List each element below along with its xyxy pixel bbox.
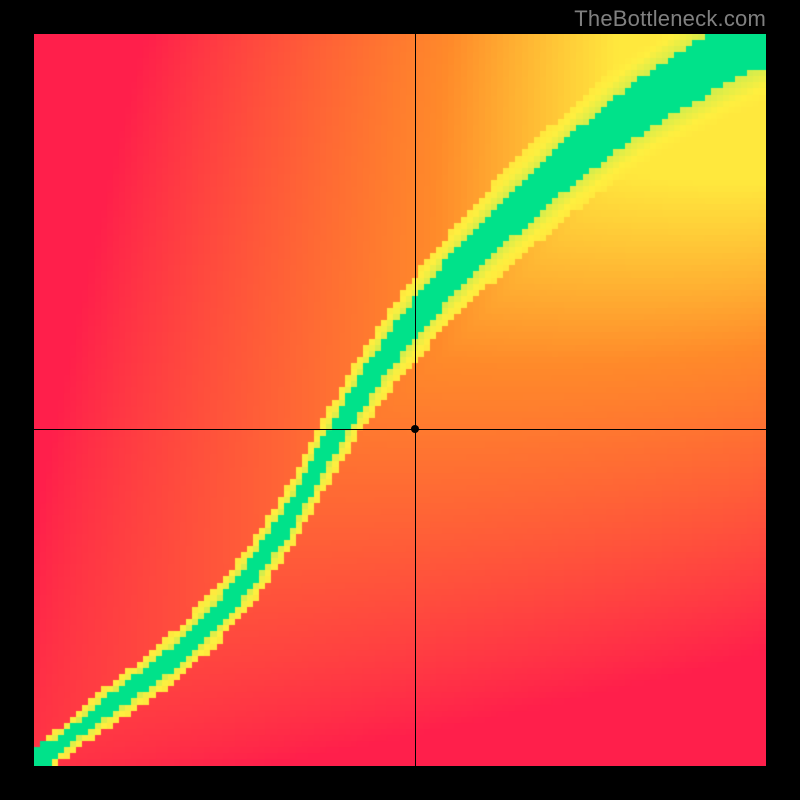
crosshair-horizontal bbox=[34, 429, 766, 430]
heatmap-canvas bbox=[34, 34, 766, 766]
watermark-text: TheBottleneck.com bbox=[574, 6, 766, 32]
chart-container: TheBottleneck.com bbox=[0, 0, 800, 800]
crosshair-vertical bbox=[415, 34, 416, 766]
plot-area bbox=[34, 34, 766, 766]
crosshair-dot bbox=[411, 425, 419, 433]
